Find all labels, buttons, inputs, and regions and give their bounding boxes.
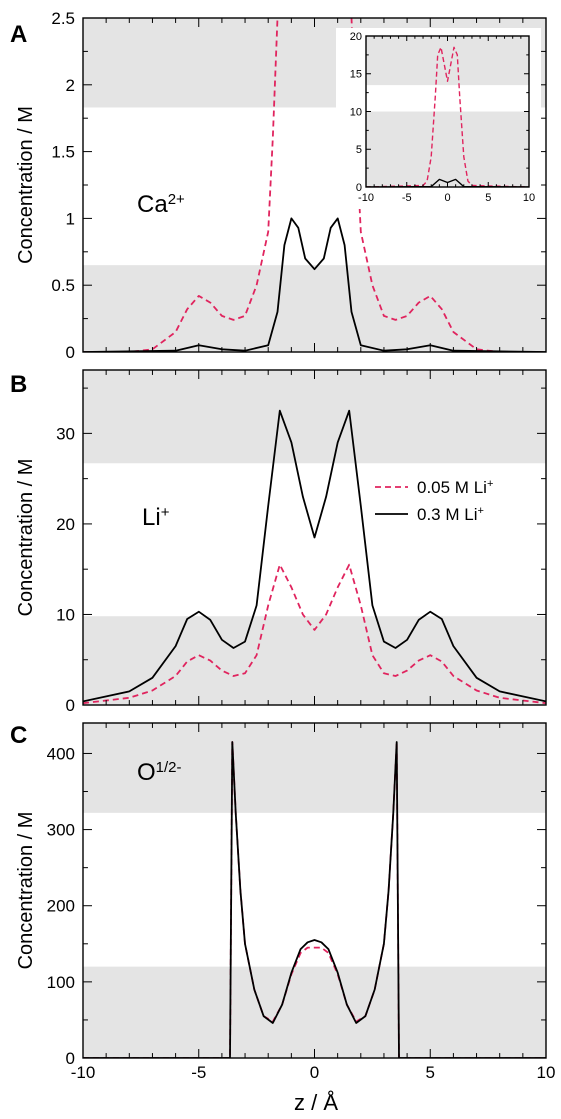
legend-entry: 0.3 M Li+ <box>417 505 484 524</box>
y-axis-label: Concentration / M <box>15 106 37 264</box>
y-tick-label: 15 <box>350 69 362 81</box>
y-tick-label: 300 <box>47 821 75 840</box>
ion-label: O1/2- <box>137 759 182 787</box>
shaded-band <box>83 966 546 1058</box>
x-tick-label: 10 <box>537 1063 556 1082</box>
shaded-band <box>366 111 529 187</box>
legend: 0.05 M Li+ 0.3 M Li+ <box>375 478 493 524</box>
y-tick-label: 0 <box>66 1049 75 1068</box>
inset-plot: 0 5 10 15 20 -10 -5 0 5 10 <box>336 28 541 209</box>
x-tick-label: -10 <box>358 192 374 204</box>
series-solid-line <box>83 409 546 703</box>
series-lines <box>83 18 546 352</box>
shaded-band <box>83 616 546 705</box>
x-tick-label: 5 <box>485 192 491 204</box>
shaded-band <box>366 36 529 86</box>
y-tick-label: 20 <box>350 31 362 43</box>
shaded-bands <box>83 370 546 705</box>
y-tick-label: 0 <box>66 696 75 715</box>
y-tick-label: 400 <box>47 744 75 763</box>
y-tick-label: 2.5 <box>51 9 75 28</box>
series-lines <box>83 409 546 705</box>
x-tick-label: -10 <box>71 1063 96 1082</box>
shaded-bands <box>366 36 529 187</box>
panel-letter: C <box>10 722 27 749</box>
y-tick-label: 10 <box>56 605 75 624</box>
series-solid-line <box>83 741 546 1058</box>
y-tick-label: 10 <box>350 106 362 118</box>
shaded-band <box>83 265 546 352</box>
y-tick-label: 0 <box>66 343 75 362</box>
shaded-bands <box>83 723 546 1058</box>
x-tick-label: 5 <box>426 1063 435 1082</box>
y-axis-label: Concentration / M <box>15 812 37 970</box>
series-dashed-line <box>83 18 546 352</box>
y-tick-label: 0.5 <box>51 276 75 295</box>
y-tick-label: 200 <box>47 897 75 916</box>
shaded-band <box>83 370 546 464</box>
series-dashed-line <box>83 563 546 705</box>
series-lines <box>83 741 546 1058</box>
y-tick-label: 20 <box>56 515 75 534</box>
y-tick-label: 0 <box>356 182 362 194</box>
shaded-band <box>83 723 546 813</box>
y-tick-label: 30 <box>56 424 75 443</box>
panel-letter: A <box>10 21 27 48</box>
panel-letter: B <box>10 371 27 398</box>
panel-c: 0 100 200 300 400 -10 -5 0 5 10 C Concentration / M… <box>10 722 556 1082</box>
y-tick-label: 5 <box>356 144 362 156</box>
x-tick-label: 10 <box>523 192 535 204</box>
y-axis-label: Concentration / M <box>15 459 37 617</box>
y-tick-label: 100 <box>47 973 75 992</box>
y-tick-label: 1 <box>66 209 75 228</box>
panel-a: 0 0.5 1 1.5 2 2.5 A Concentration / M Ca2+ 0 5 10 15… <box>10 9 547 362</box>
series-dashed-line <box>366 46 529 187</box>
ion-label: Ca2+ <box>137 191 185 219</box>
y-tick-label: 1.5 <box>51 143 75 162</box>
x-tick-label: 0 <box>444 192 450 204</box>
x-tick-label: -5 <box>402 192 412 204</box>
x-tick-label: 0 <box>310 1063 319 1082</box>
legend-entry: 0.05 M Li+ <box>417 478 493 497</box>
series-solid-line <box>83 217 546 352</box>
x-tick-label: -5 <box>191 1063 206 1082</box>
y-tick-label: 2 <box>66 76 75 95</box>
ion-label: Li+ <box>142 504 170 532</box>
x-axis-label: z / Å <box>294 1090 338 1115</box>
